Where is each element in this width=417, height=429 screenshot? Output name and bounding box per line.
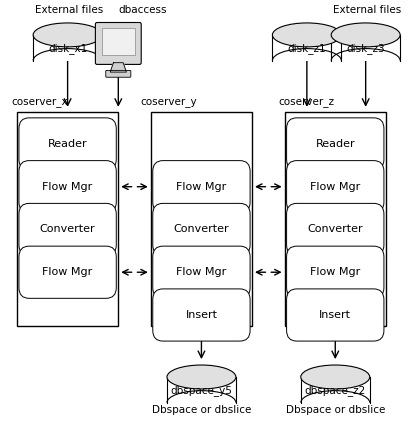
FancyBboxPatch shape bbox=[151, 112, 252, 326]
Text: Flow Mgr: Flow Mgr bbox=[310, 267, 360, 277]
FancyBboxPatch shape bbox=[331, 35, 400, 60]
Text: Flow Mgr: Flow Mgr bbox=[176, 267, 226, 277]
Ellipse shape bbox=[331, 23, 400, 47]
Text: Dbspace or dbslice: Dbspace or dbslice bbox=[286, 405, 385, 415]
FancyBboxPatch shape bbox=[153, 203, 250, 256]
FancyBboxPatch shape bbox=[286, 118, 384, 170]
FancyBboxPatch shape bbox=[286, 203, 384, 256]
Polygon shape bbox=[110, 63, 126, 72]
Text: Dbspace or dbslice: Dbspace or dbslice bbox=[152, 405, 251, 415]
Text: Flow Mgr: Flow Mgr bbox=[43, 182, 93, 192]
FancyBboxPatch shape bbox=[301, 377, 370, 403]
FancyBboxPatch shape bbox=[106, 70, 131, 77]
Text: dbspace_y5: dbspace_y5 bbox=[171, 385, 232, 396]
FancyBboxPatch shape bbox=[19, 203, 116, 256]
Ellipse shape bbox=[167, 365, 236, 389]
FancyBboxPatch shape bbox=[153, 289, 250, 341]
FancyBboxPatch shape bbox=[272, 35, 342, 60]
Text: Insert: Insert bbox=[319, 310, 351, 320]
FancyBboxPatch shape bbox=[95, 22, 141, 64]
Text: coserver_y: coserver_y bbox=[141, 98, 197, 109]
Text: Converter: Converter bbox=[173, 224, 229, 235]
FancyBboxPatch shape bbox=[19, 160, 116, 213]
Text: Converter: Converter bbox=[307, 224, 363, 235]
FancyBboxPatch shape bbox=[284, 112, 386, 326]
FancyBboxPatch shape bbox=[153, 246, 250, 298]
Text: Flow Mgr: Flow Mgr bbox=[310, 182, 360, 192]
FancyBboxPatch shape bbox=[17, 112, 118, 326]
FancyBboxPatch shape bbox=[286, 289, 384, 341]
FancyBboxPatch shape bbox=[167, 377, 236, 403]
Text: Converter: Converter bbox=[40, 224, 95, 235]
Text: Insert: Insert bbox=[186, 310, 217, 320]
Text: disk_x1: disk_x1 bbox=[48, 43, 87, 54]
Text: dbspace_z2: dbspace_z2 bbox=[305, 385, 366, 396]
Ellipse shape bbox=[33, 23, 102, 47]
Text: Flow Mgr: Flow Mgr bbox=[176, 182, 226, 192]
FancyBboxPatch shape bbox=[19, 246, 116, 298]
Text: dbaccess: dbaccess bbox=[118, 5, 167, 15]
FancyBboxPatch shape bbox=[286, 160, 384, 213]
Text: External files: External files bbox=[35, 5, 103, 15]
FancyBboxPatch shape bbox=[33, 35, 102, 60]
FancyBboxPatch shape bbox=[19, 118, 116, 170]
FancyBboxPatch shape bbox=[286, 246, 384, 298]
Ellipse shape bbox=[272, 23, 342, 47]
Text: disk_z1: disk_z1 bbox=[288, 43, 326, 54]
FancyBboxPatch shape bbox=[153, 160, 250, 213]
Text: Reader: Reader bbox=[48, 139, 88, 149]
Text: External files: External files bbox=[333, 5, 402, 15]
Text: disk_z3: disk_z3 bbox=[347, 43, 385, 54]
FancyBboxPatch shape bbox=[102, 28, 135, 55]
Text: Reader: Reader bbox=[315, 139, 355, 149]
Ellipse shape bbox=[301, 365, 370, 389]
Text: Flow Mgr: Flow Mgr bbox=[43, 267, 93, 277]
Text: coserver_z: coserver_z bbox=[279, 98, 335, 109]
Text: coserver_x: coserver_x bbox=[11, 98, 68, 109]
